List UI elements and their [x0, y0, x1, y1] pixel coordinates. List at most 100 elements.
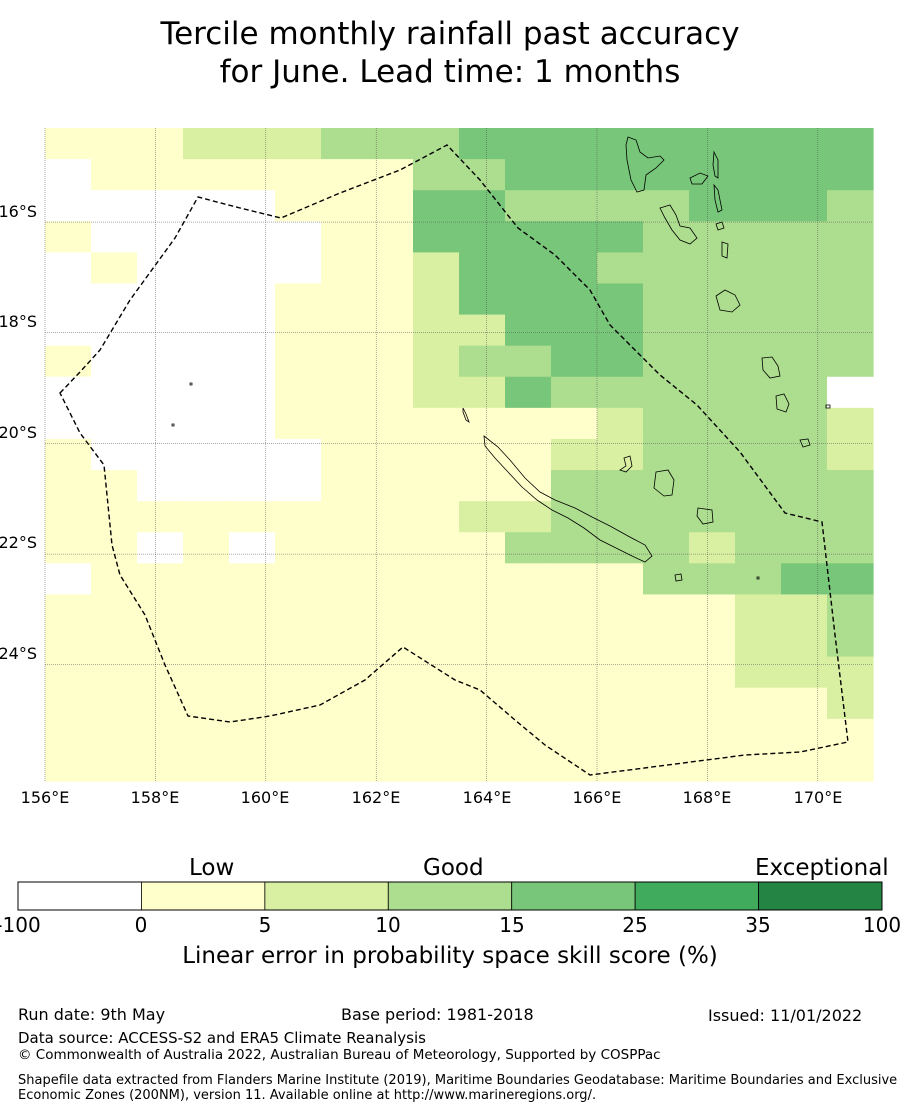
skill-cell [321, 656, 368, 689]
colorbar-tick: 25 [622, 913, 648, 937]
skill-cell [781, 718, 828, 751]
skill-cell [229, 594, 276, 627]
skill-cell [643, 625, 690, 658]
skill-cell [551, 407, 598, 440]
skill-cell [827, 532, 874, 564]
skill-cell [459, 749, 506, 782]
colorbar-category-good: Good [423, 855, 484, 881]
chart-title-line-1: Tercile monthly rainfall past accuracy [160, 16, 740, 52]
skill-cell [459, 314, 506, 347]
skill-cell [45, 594, 92, 627]
skill-cell [505, 594, 552, 627]
skill-cell [781, 563, 828, 596]
colorbar-segment [387, 881, 513, 911]
skill-cell [321, 625, 368, 658]
skill-cell [367, 718, 414, 751]
skill-cell [275, 470, 322, 502]
skill-cell [459, 718, 506, 751]
skill-cell [45, 221, 92, 253]
skill-cell [367, 314, 414, 347]
skill-cell [735, 625, 782, 658]
skill-cell [505, 283, 552, 316]
skill-cell [781, 594, 828, 627]
skill-cell [229, 345, 276, 378]
skill-cell [827, 749, 874, 782]
skill-cell [781, 438, 828, 471]
skill-cell [321, 221, 368, 253]
skill-cell [367, 221, 414, 253]
skill-cell [551, 749, 598, 782]
lon-label-162: 162°E [352, 788, 401, 807]
skill-cell [183, 345, 230, 378]
skill-cell [597, 221, 644, 253]
skill-cell [735, 221, 782, 253]
colorbar-tick: 15 [499, 913, 525, 937]
skill-cell [459, 159, 506, 191]
skill-cell [505, 190, 552, 222]
skill-cell [45, 625, 92, 658]
skill-cell [643, 407, 690, 440]
skill-cell [505, 563, 552, 596]
skill-cell [91, 625, 138, 658]
skill-cell [229, 501, 276, 533]
colorbar-frame [17, 881, 883, 911]
skill-cell [597, 438, 644, 471]
skill-cell [229, 687, 276, 720]
skill-cell [275, 376, 322, 409]
skill-cell [45, 563, 92, 596]
skill-cell [137, 407, 184, 440]
skill-cell [321, 407, 368, 440]
skill-cell [827, 470, 874, 502]
skill-cell [597, 625, 644, 658]
skill-cell [229, 159, 276, 191]
skill-cell [183, 314, 230, 347]
skill-cell [735, 594, 782, 627]
skill-cell [505, 749, 552, 782]
skill-cell [91, 252, 138, 285]
base-period: Base period: 1981-2018 [341, 1005, 534, 1024]
skill-cell [689, 656, 736, 689]
skill-cell [367, 563, 414, 596]
colorbar-tick: 100 [862, 913, 900, 937]
skill-cell [183, 687, 230, 720]
skill-cell [643, 438, 690, 471]
skill-cell [597, 563, 644, 596]
skill-cell [367, 376, 414, 409]
skill-cell [781, 625, 828, 658]
skill-cell [643, 470, 690, 502]
skill-cell [459, 501, 506, 533]
skill-cell [551, 252, 598, 285]
skill-cell [413, 190, 460, 222]
skill-cell [827, 283, 874, 316]
skill-cell [459, 687, 506, 720]
skill-cell [137, 438, 184, 471]
skill-cell [321, 563, 368, 596]
skill-cell [597, 687, 644, 720]
skill-cell [551, 221, 598, 253]
skill-cell [275, 501, 322, 533]
skill-cell [367, 159, 414, 191]
skill-cell [183, 221, 230, 253]
skill-cell [827, 376, 874, 409]
skill-cell [91, 656, 138, 689]
skill-cell [643, 656, 690, 689]
skill-cell [689, 314, 736, 347]
skill-cell [597, 718, 644, 751]
skill-cell [689, 438, 736, 471]
skill-cell [735, 501, 782, 533]
skill-cell [137, 470, 184, 502]
skill-cell [781, 749, 828, 782]
skill-cell [505, 314, 552, 347]
skill-cell [137, 594, 184, 627]
skill-cell [183, 376, 230, 409]
skill-cell [505, 532, 552, 564]
skill-cell [689, 190, 736, 222]
skill-cell [781, 470, 828, 502]
skill-cell [827, 563, 874, 596]
skill-cell [275, 532, 322, 564]
skill-cell [781, 314, 828, 347]
skill-cell [413, 159, 460, 191]
skill-cell [505, 438, 552, 471]
skill-cell [459, 656, 506, 689]
skill-cell [413, 687, 460, 720]
